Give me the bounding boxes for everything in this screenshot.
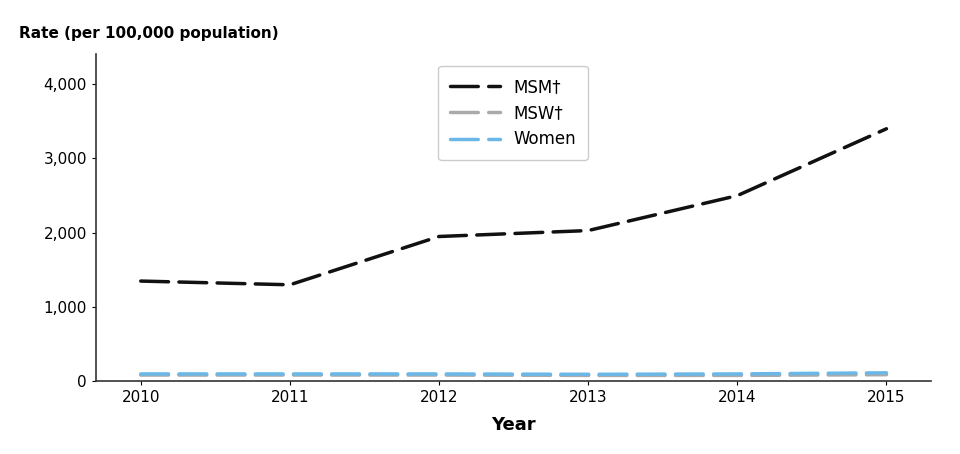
Legend: MSM†, MSW†, Women: MSM†, MSW†, Women — [439, 66, 588, 160]
X-axis label: Year: Year — [492, 416, 536, 434]
Text: Rate (per 100,000 population): Rate (per 100,000 population) — [19, 26, 278, 41]
